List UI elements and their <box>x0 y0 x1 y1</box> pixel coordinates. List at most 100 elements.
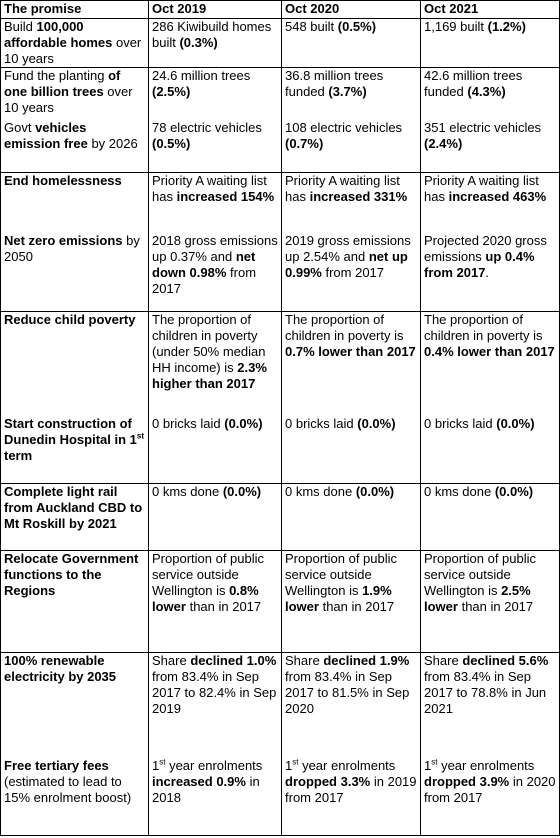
bold-text: Net zero emissions <box>4 232 123 248</box>
table-cell: 0 bricks laid (0.0%) <box>281 415 421 484</box>
bold-text: Oct 2021 <box>424 1 479 17</box>
bold-text: End homelessness <box>4 173 122 189</box>
bold-text: 0.7% lower than 2017 <box>285 344 416 359</box>
bold-text: Start construction of Dunedin Hospital i… <box>4 415 137 447</box>
text: by 2026 <box>87 135 138 151</box>
text: 351 electric vehicles <box>424 119 542 135</box>
table-cell: 0 bricks laid (0.0%) <box>420 415 560 484</box>
table-cell: Start construction of Dunedin Hospital i… <box>0 415 149 484</box>
text: Proportion of public service outside Wel… <box>152 551 265 599</box>
text: from 2017 <box>152 264 257 296</box>
bold-text: declined 5.6% <box>462 653 549 669</box>
table-cell: 78 electric vehicles (0.5%) <box>148 119 282 173</box>
text: Build <box>4 19 37 35</box>
text: in 2018 <box>152 773 260 805</box>
table-cell: Proportion of public service outside Wel… <box>281 550 421 653</box>
text: year enrolments <box>298 757 396 773</box>
bold-text: (0.5%) <box>152 135 191 151</box>
table-cell: Complete light rail from Auckland CBD to… <box>0 483 149 551</box>
table-cell: Share declined 5.6% from 83.4% in Sep 20… <box>420 652 560 758</box>
table-cell: 2018 gross emissions up 0.37% and net do… <box>148 232 282 312</box>
bold-text: (0.0%) <box>494 484 534 500</box>
bold-text: (0.5%) <box>337 19 377 35</box>
text: from 83.4% in Sep 2017 to 81.5% in Sep 2… <box>285 669 410 716</box>
table-cell: Share declined 1.9% from 83.4% in Sep 20… <box>281 652 421 758</box>
bold-text: 2.5% lower <box>424 583 531 614</box>
bold-text: (0.7%) <box>285 135 324 151</box>
table-cell: 36.8 million trees funded (3.7%) <box>281 67 421 120</box>
table-row: 100% renewable electricity by 2035 Share … <box>0 652 560 758</box>
bold-text: (0.0%) <box>496 415 535 431</box>
table-cell: Govt vehicles emission free by 2026 <box>0 119 149 173</box>
superscript: st <box>159 757 166 767</box>
superscript: st <box>292 757 299 767</box>
bold-text: (0.0%) <box>355 484 395 500</box>
text: over 10 years <box>4 35 142 66</box>
text: 1 <box>285 757 293 773</box>
bold-text: increased 463% <box>448 189 547 204</box>
table-cell: 548 built (0.5%) <box>281 18 421 68</box>
text: Proportion of public service outside Wel… <box>285 551 398 599</box>
bold-text: Reduce child poverty <box>4 312 136 328</box>
text: 0 kms done <box>285 484 356 500</box>
text: The proportion of children in poverty is <box>424 312 543 344</box>
bold-text: Oct 2020 <box>285 1 340 17</box>
table-cell: Priority A waiting list has increased 46… <box>420 172 560 233</box>
superscript: st <box>431 757 438 767</box>
bold-text: increased 331% <box>309 189 408 204</box>
table-row: Complete light rail from Auckland CBD to… <box>0 483 560 551</box>
text: 0 bricks laid <box>152 415 225 431</box>
text: 2019 gross emissions up 2.54% and <box>285 232 411 264</box>
bold-text: of one billion trees <box>4 68 121 100</box>
text: (estimated to lead to 15% enrolment boos… <box>4 773 132 805</box>
bold-text: (2.4%) <box>424 135 463 151</box>
text: year enrolments <box>437 757 535 773</box>
table-cell: 0 kms done (0.0%) <box>148 483 282 551</box>
text: from 83.4% in Sep 2017 to 82.4% in Sep 2… <box>152 669 277 716</box>
text: 42.6 million trees funded <box>424 68 523 100</box>
text: Share <box>152 653 191 669</box>
bold-text: (0.3%) <box>179 35 218 50</box>
table-cell: Build 100,000 affordable homes over 10 y… <box>0 18 149 68</box>
text: 1 <box>152 757 160 773</box>
text: 108 electric vehicles <box>285 119 403 135</box>
bold-text: term <box>4 447 33 463</box>
table-cell: The proportion of children in poverty is… <box>281 311 421 416</box>
text: 2018 gross emissions up 0.37% and <box>152 232 278 264</box>
table-cell: 1st year enrolments dropped 3.9% in 2020… <box>420 757 560 836</box>
bold-text: declined 1.0% <box>190 653 277 669</box>
table-cell: The proportion of children in poverty is… <box>420 311 560 416</box>
text: 548 built <box>285 19 338 35</box>
bold-text: net down 0.98% <box>152 248 256 280</box>
text: Share <box>285 653 324 669</box>
table-cell: 0 kms done (0.0%) <box>281 483 421 551</box>
table-cell: 24.6 million trees (2.5%) <box>148 67 282 120</box>
bold-text: (3.7%) <box>328 84 367 99</box>
bold-text: Free tertiary fees <box>4 757 109 773</box>
bold-text: net up 0.99% <box>285 248 408 280</box>
table-row: Build 100,000 affordable homes over 10 y… <box>0 18 560 68</box>
table-row: Free tertiary fees (estimated to lead to… <box>0 757 560 836</box>
table-cell: 0 kms done (0.0%) <box>420 483 560 551</box>
bold-text: dropped 3.3% <box>285 773 371 789</box>
bold-text: 100,000 affordable homes <box>4 19 113 51</box>
text: Fund the planting <box>4 68 109 84</box>
table-cell: 1st year enrolments dropped 3.3% in 2019… <box>281 757 421 836</box>
table-cell: 286 Kiwibuild homes built (0.3%) <box>148 18 282 68</box>
bold-text: increased 0.9% <box>152 773 246 789</box>
bold-text: (0.0%) <box>222 484 262 500</box>
table-cell: Relocate Government functions to the Reg… <box>0 550 149 653</box>
text: in 2020 from 2017 <box>424 773 556 805</box>
bold-text: 100% renewable electricity by 2035 <box>4 653 117 685</box>
table-cell: Projected 2020 gross emissions up 0.4% f… <box>420 232 560 312</box>
bold-text: (0.0%) <box>357 415 396 431</box>
text: from 83.4% in Sep 2017 to 78.8% in Jun 2… <box>424 669 547 716</box>
table-cell: Proportion of public service outside Wel… <box>148 550 282 653</box>
text: 78 electric vehicles <box>152 119 262 135</box>
text: 0 bricks laid <box>424 415 497 431</box>
table-cell: Share declined 1.0% from 83.4% in Sep 20… <box>148 652 282 758</box>
text: The proportion of children in poverty (u… <box>152 312 266 376</box>
table-cell: Net zero emissions by 2050 <box>0 232 149 312</box>
